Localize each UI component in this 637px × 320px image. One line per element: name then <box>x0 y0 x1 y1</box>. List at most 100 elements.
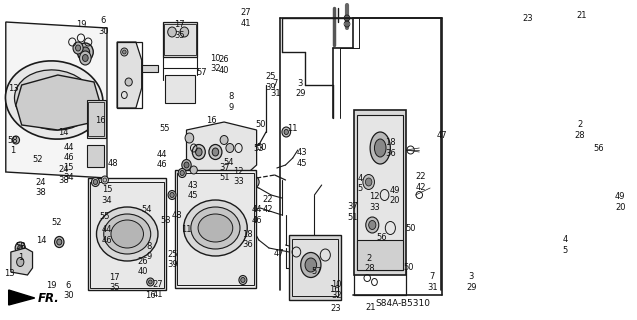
Ellipse shape <box>17 258 24 267</box>
Text: 15
34: 15 34 <box>63 163 73 182</box>
Text: 37
51: 37 51 <box>219 163 230 182</box>
Text: 43
45: 43 45 <box>297 148 308 168</box>
Bar <box>177 173 254 285</box>
Text: 44
46: 44 46 <box>64 143 75 163</box>
Ellipse shape <box>55 236 64 247</box>
Text: 44
46: 44 46 <box>252 205 262 225</box>
Text: 56: 56 <box>376 233 387 242</box>
Ellipse shape <box>363 174 375 189</box>
Ellipse shape <box>147 278 154 286</box>
Ellipse shape <box>6 61 103 139</box>
Text: 22
42: 22 42 <box>415 172 426 192</box>
Text: 18
36: 18 36 <box>242 230 253 249</box>
Ellipse shape <box>209 145 222 159</box>
Ellipse shape <box>241 277 245 283</box>
Text: 12
33: 12 33 <box>369 192 380 212</box>
Ellipse shape <box>82 54 88 61</box>
Ellipse shape <box>192 145 205 159</box>
Bar <box>87 100 106 138</box>
Ellipse shape <box>18 245 23 251</box>
Text: 13: 13 <box>4 269 15 278</box>
Text: 16: 16 <box>95 116 106 124</box>
Ellipse shape <box>305 258 317 272</box>
Text: 16: 16 <box>145 291 155 300</box>
Ellipse shape <box>183 200 247 256</box>
Text: 44
46: 44 46 <box>157 150 168 169</box>
Text: 4
5: 4 5 <box>357 173 362 193</box>
Ellipse shape <box>15 242 25 254</box>
Ellipse shape <box>73 42 83 54</box>
Text: 11: 11 <box>287 124 297 132</box>
Text: 17
35: 17 35 <box>109 273 120 292</box>
Text: 55: 55 <box>159 124 170 132</box>
Ellipse shape <box>232 174 238 182</box>
Text: 14: 14 <box>59 127 69 137</box>
Bar <box>357 240 403 270</box>
Text: 50: 50 <box>256 143 267 152</box>
Text: 53: 53 <box>254 143 264 153</box>
Text: S84A-B5310: S84A-B5310 <box>375 299 430 308</box>
Polygon shape <box>9 290 34 305</box>
Text: 23: 23 <box>331 304 341 313</box>
Ellipse shape <box>239 172 250 185</box>
Text: 27
41: 27 41 <box>152 280 163 299</box>
Ellipse shape <box>220 135 228 145</box>
Text: 25
39: 25 39 <box>265 72 276 92</box>
Text: 25
39: 25 39 <box>168 250 178 269</box>
Text: 50: 50 <box>403 263 413 273</box>
Text: 8
9: 8 9 <box>146 242 152 261</box>
Ellipse shape <box>121 48 128 56</box>
Ellipse shape <box>76 45 81 51</box>
Text: 10
32: 10 32 <box>210 54 221 73</box>
Ellipse shape <box>168 190 176 199</box>
Ellipse shape <box>250 177 259 188</box>
Ellipse shape <box>178 169 186 178</box>
Text: 14: 14 <box>36 236 47 245</box>
Ellipse shape <box>191 207 240 249</box>
Ellipse shape <box>92 178 99 187</box>
Ellipse shape <box>229 171 241 186</box>
Polygon shape <box>16 75 100 130</box>
Text: 17
35: 17 35 <box>174 20 185 40</box>
Bar <box>162 22 197 57</box>
Text: 10
32: 10 32 <box>331 280 341 300</box>
Ellipse shape <box>212 148 218 156</box>
Ellipse shape <box>170 193 174 197</box>
Bar <box>88 178 166 290</box>
Bar <box>87 145 104 167</box>
Text: 7
31: 7 31 <box>427 272 438 292</box>
Bar <box>165 75 195 103</box>
Polygon shape <box>11 248 32 275</box>
Ellipse shape <box>122 50 126 54</box>
Ellipse shape <box>375 139 386 157</box>
Text: 16: 16 <box>206 116 217 125</box>
Text: 18
36: 18 36 <box>385 139 396 157</box>
Ellipse shape <box>104 214 151 254</box>
Text: 27
41: 27 41 <box>240 8 251 28</box>
Ellipse shape <box>190 166 197 174</box>
Text: 3
29: 3 29 <box>466 272 476 292</box>
Text: 3
29: 3 29 <box>295 79 306 99</box>
Text: 50: 50 <box>405 223 416 233</box>
Text: 58
1: 58 1 <box>8 136 18 155</box>
Ellipse shape <box>101 176 108 184</box>
Bar <box>357 115 403 270</box>
Text: 52: 52 <box>51 218 62 227</box>
Text: 57: 57 <box>311 268 322 276</box>
Text: 4
5: 4 5 <box>562 236 568 254</box>
Text: 37
51: 37 51 <box>347 203 358 221</box>
Bar <box>164 24 196 55</box>
Bar <box>292 239 338 296</box>
Text: 12
33: 12 33 <box>233 167 244 186</box>
Text: 58
1: 58 1 <box>15 243 25 261</box>
Ellipse shape <box>301 252 321 277</box>
Polygon shape <box>141 65 157 72</box>
Text: 54: 54 <box>141 205 152 214</box>
Ellipse shape <box>180 171 184 175</box>
Text: 48: 48 <box>108 159 118 168</box>
Text: 23: 23 <box>522 13 533 22</box>
Text: 2
28: 2 28 <box>364 253 375 273</box>
Text: 7
31: 7 31 <box>270 79 281 99</box>
Bar <box>90 182 164 288</box>
Ellipse shape <box>80 51 91 65</box>
